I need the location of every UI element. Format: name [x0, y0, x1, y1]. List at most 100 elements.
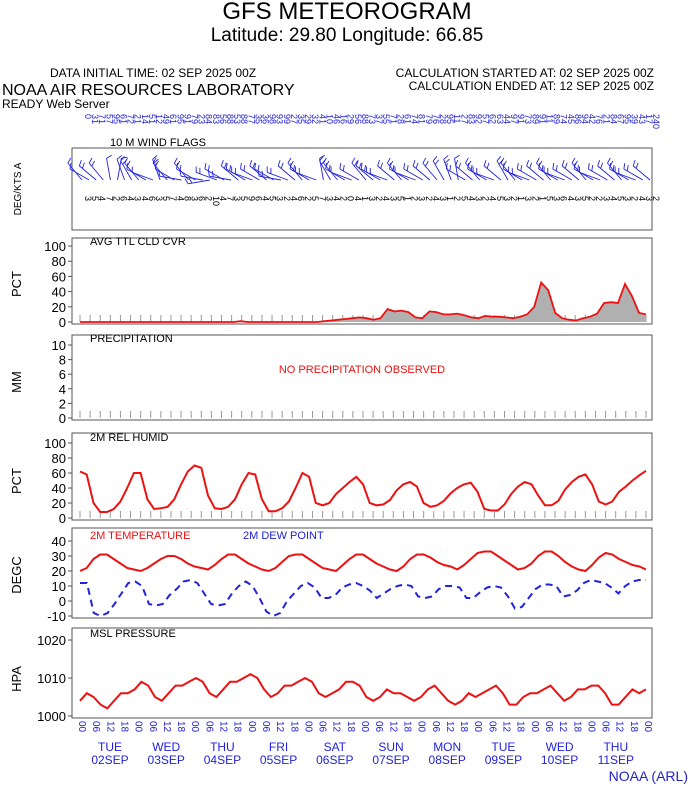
wind-dir-label: 74	[559, 114, 569, 124]
wind-barb-feather	[277, 160, 281, 167]
wind-barb-feather	[389, 163, 391, 170]
wind-barb-feather	[626, 164, 629, 172]
wind-speed-label: 3	[474, 196, 484, 201]
wind-barb-feather	[204, 163, 207, 170]
wind-speed-label: 3	[232, 196, 242, 201]
wind-dir-label: 55	[381, 114, 391, 124]
precip-ytick-label: 10	[52, 338, 66, 353]
wind-dir-label: 71	[97, 114, 107, 124]
precip-ytick-label: 8	[59, 353, 66, 368]
rh-ytick-label: 60	[52, 466, 66, 481]
hour-label: 06	[543, 721, 554, 733]
hour-label: 00	[585, 721, 596, 733]
rh-ytick-label: 20	[52, 496, 66, 511]
wind-dir-label: 28	[438, 114, 448, 124]
wind-barb-feather	[257, 164, 260, 172]
wind-barb	[116, 159, 126, 181]
wind-barb-feather	[179, 164, 182, 172]
wind-speed-label: 4	[637, 196, 647, 201]
hour-label: 18	[345, 721, 356, 733]
wind-speed-label: 1	[403, 196, 413, 201]
wind-speed-label: 6	[119, 196, 129, 201]
wind-barb-feather	[392, 164, 395, 172]
wind-barb-feather	[220, 160, 224, 167]
wind-barb-feather	[319, 154, 325, 159]
wind-barb-feather	[552, 163, 555, 170]
wind-speed-label: 2	[374, 196, 384, 201]
date-label: 10SEP	[541, 753, 578, 767]
wind-dir-label: 77	[246, 114, 256, 124]
wind-barb-feather	[124, 157, 128, 164]
wind-barb-feather	[449, 164, 452, 172]
wind-speed-label: 2	[530, 196, 540, 201]
wind-barb-feather	[412, 160, 416, 167]
wind-barb-feather	[240, 163, 242, 170]
wind-barb-feather	[184, 178, 189, 185]
wind-barb-feather	[106, 154, 112, 159]
wind-speed-label: 3	[623, 196, 633, 201]
date-label: 05SEP	[260, 753, 297, 767]
wind-barb-feather	[470, 164, 473, 172]
day-of-week-label: MON	[433, 740, 461, 754]
wind-barb	[117, 158, 122, 181]
no-precip-note: NO PRECIPITATION OBSERVED	[279, 364, 445, 376]
wind-barb-feather	[354, 160, 358, 167]
cloud-ytick-label: 100	[44, 239, 66, 254]
wind-barb-feather	[176, 163, 178, 170]
wind-barb	[394, 172, 416, 181]
date-label: 11SEP	[598, 753, 634, 767]
wind-dir-label: 79	[424, 114, 434, 124]
wind-barb	[422, 162, 438, 181]
wind-dir-label: 89	[552, 114, 562, 124]
wind-dir-label: 76	[594, 114, 604, 124]
wind-speed-label: 2	[452, 196, 462, 201]
rh-ytick-label: 0	[59, 511, 66, 526]
temp-ytick-label: 30	[52, 549, 66, 564]
rh-ytick-label: 100	[44, 436, 66, 451]
wind-dir-label: 93	[275, 114, 285, 124]
wind-barb-feather	[158, 170, 161, 177]
wind-barb	[159, 175, 182, 181]
wind-ylabel: DEG/KTS A	[13, 162, 24, 215]
wind-title: 10 M WIND FLAGS	[110, 137, 206, 149]
wind-barb-feather	[280, 162, 284, 169]
wind-barb	[632, 165, 651, 181]
rh-line	[79, 464, 647, 513]
wind-speed-label: 2	[204, 196, 214, 201]
wind-barb-feather	[254, 163, 257, 170]
wind-barb-feather	[229, 164, 232, 172]
wind-barb-feather	[116, 155, 122, 160]
wind-speed-label: 5	[616, 196, 626, 201]
wind-dir-label: 56	[353, 114, 363, 124]
wind-dir-label: 76	[431, 114, 441, 124]
wind-barb	[106, 158, 111, 181]
wind-speed-label: 4	[353, 196, 363, 201]
wind-dir-label: 61	[403, 114, 413, 124]
wind-speed-label: 5	[495, 196, 505, 201]
wind-dir-label: 46	[332, 114, 342, 124]
temp-dew-title: 2M DEW POINT	[243, 530, 324, 542]
wind-speed-label: 6	[253, 196, 263, 201]
temp-ylabel: DEGC	[9, 556, 24, 594]
wind-dir-label: 39	[630, 114, 640, 124]
wind-barb-feather	[454, 154, 460, 159]
wind-barb	[132, 172, 154, 181]
wind-barb	[454, 158, 459, 181]
wind-barb-feather	[541, 164, 544, 172]
wind-speed-label: 5	[268, 196, 278, 201]
wind-dir-label: 83	[211, 114, 221, 124]
wind-barb-feather	[415, 162, 419, 169]
temp-ytick-label: 20	[52, 564, 66, 579]
wind-barb-feather	[223, 162, 227, 169]
wind-frame	[71, 147, 653, 231]
wind-dir-label: 98	[268, 114, 278, 124]
wind-dir-label: 29	[346, 114, 356, 124]
wind-dir-label: 91	[516, 114, 526, 124]
wind-dir-label: 91	[537, 114, 547, 124]
wind-dir-label: 56	[218, 114, 228, 124]
wind-speed-label: 10	[211, 196, 221, 206]
cloud-title: AVG TTL CLD CVR	[90, 236, 186, 248]
wind-barb-feather	[587, 163, 590, 170]
wind-dir-label: 44	[502, 114, 512, 124]
precip-ytick-label: 6	[59, 367, 66, 382]
